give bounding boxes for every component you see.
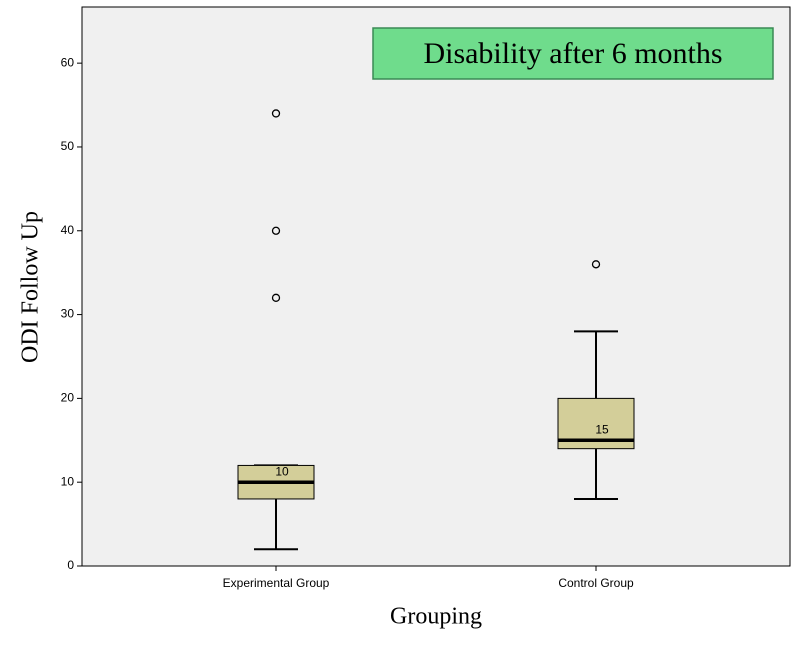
outlier — [271, 226, 281, 235]
y-tick-label: 20 — [61, 391, 75, 405]
outlier — [271, 293, 281, 302]
y-tick-label: 50 — [61, 139, 75, 153]
y-tick-label: 30 — [61, 307, 75, 321]
outlier — [591, 260, 601, 269]
y-tick-label: 10 — [61, 474, 75, 488]
y-axis-label: ODI Follow Up — [18, 211, 44, 363]
median-label: 15 — [595, 422, 609, 436]
x-axis-label: Grouping — [390, 604, 482, 630]
x-tick-label: Control Group — [558, 576, 634, 590]
y-tick-label: 60 — [61, 55, 75, 69]
median-label: 10 — [275, 464, 289, 478]
y-tick-label: 40 — [61, 223, 75, 237]
y-tick-label: 0 — [67, 558, 74, 572]
chart-title: Disability after 6 months — [423, 37, 722, 70]
plot-area — [81, 6, 791, 567]
title-box — [372, 27, 774, 80]
x-tick-label: Experimental Group — [223, 576, 330, 590]
outlier — [271, 109, 281, 118]
